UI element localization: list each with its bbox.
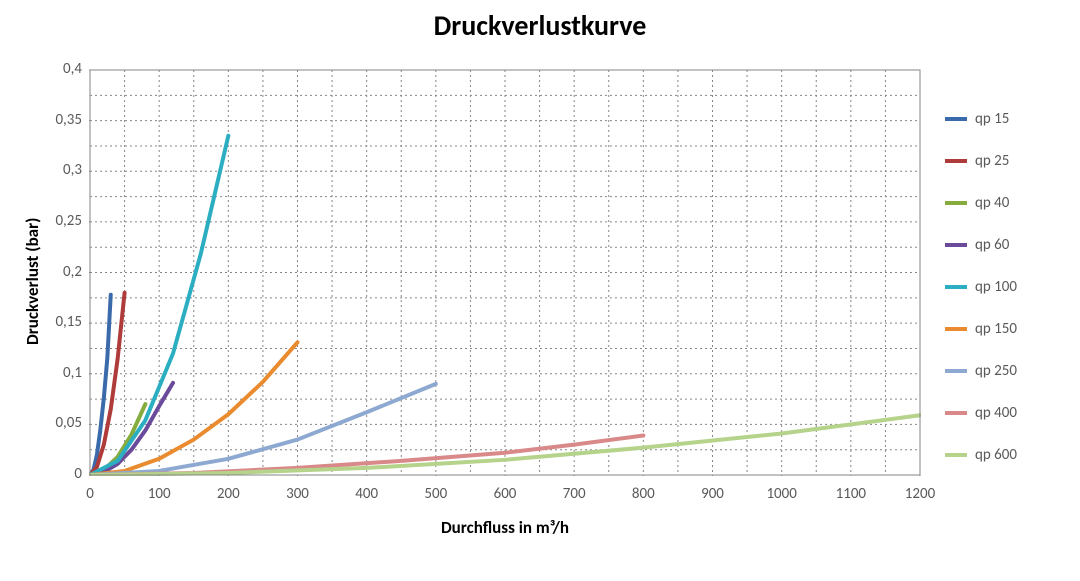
x-tick-label: 100 — [139, 485, 179, 503]
x-tick-label: 300 — [278, 485, 318, 503]
x-axis-label: Durchfluss in m³/h — [90, 517, 920, 538]
x-tick-label: 600 — [485, 485, 525, 503]
legend-swatch-icon — [945, 117, 967, 121]
legend-label: qp 15 — [975, 110, 1009, 128]
x-tick-label: 400 — [347, 485, 387, 503]
x-tick-label: 700 — [554, 485, 594, 503]
y-tick-label: 0,15 — [55, 313, 82, 331]
legend-label: qp 400 — [975, 404, 1017, 422]
x-tick-label: 200 — [208, 485, 248, 503]
y-tick-label: 0 — [74, 465, 82, 483]
legend-swatch-icon — [945, 411, 967, 415]
legend-label: qp 40 — [975, 194, 1009, 212]
legend-swatch-icon — [945, 243, 967, 247]
legend-swatch-icon — [945, 327, 967, 331]
y-tick-label: 0,1 — [63, 364, 82, 382]
y-tick-label: 0,05 — [55, 414, 82, 432]
legend-label: qp 25 — [975, 152, 1009, 170]
legend-item-qp-150: qp 150 — [945, 320, 1017, 338]
y-tick-label: 0,3 — [63, 161, 82, 179]
x-tick-label: 900 — [693, 485, 733, 503]
legend-swatch-icon — [945, 285, 967, 289]
chart-container: { "title": "Druckverlustkurve", "title_f… — [0, 0, 1080, 581]
legend-item-qp-60: qp 60 — [945, 236, 1017, 254]
legend-item-qp-40: qp 40 — [945, 194, 1017, 212]
y-tick-label: 0,25 — [55, 212, 82, 230]
chart-title: Druckverlustkurve — [0, 8, 1080, 43]
legend-swatch-icon — [945, 369, 967, 373]
legend-label: qp 250 — [975, 362, 1017, 380]
x-tick-label: 0 — [70, 485, 110, 503]
legend-label: qp 600 — [975, 446, 1017, 464]
legend-item-qp-250: qp 250 — [945, 362, 1017, 380]
legend-swatch-icon — [945, 201, 967, 205]
y-tick-label: 0,2 — [63, 263, 82, 281]
legend-label: qp 60 — [975, 236, 1009, 254]
legend: qp 15 qp 25 qp 40 qp 60 qp 100 qp 150 qp 250 qp… — [945, 110, 1017, 488]
plot-area — [89, 69, 921, 476]
y-tick-label: 0,4 — [63, 60, 82, 78]
legend-swatch-icon — [945, 159, 967, 163]
legend-item-qp-15: qp 15 — [945, 110, 1017, 128]
legend-label: qp 100 — [975, 278, 1017, 296]
x-tick-label: 1000 — [762, 485, 802, 503]
x-tick-label: 1200 — [900, 485, 940, 503]
legend-item-qp-600: qp 600 — [945, 446, 1017, 464]
legend-item-qp-25: qp 25 — [945, 152, 1017, 170]
legend-item-qp-100: qp 100 — [945, 278, 1017, 296]
y-axis-label: Druckverlust (bar) — [22, 217, 43, 344]
x-tick-label: 800 — [623, 485, 663, 503]
x-tick-label: 1100 — [831, 485, 871, 503]
legend-swatch-icon — [945, 453, 967, 457]
y-tick-label: 0,35 — [55, 111, 82, 129]
x-tick-label: 500 — [416, 485, 456, 503]
legend-item-qp-400: qp 400 — [945, 404, 1017, 422]
legend-label: qp 150 — [975, 320, 1017, 338]
